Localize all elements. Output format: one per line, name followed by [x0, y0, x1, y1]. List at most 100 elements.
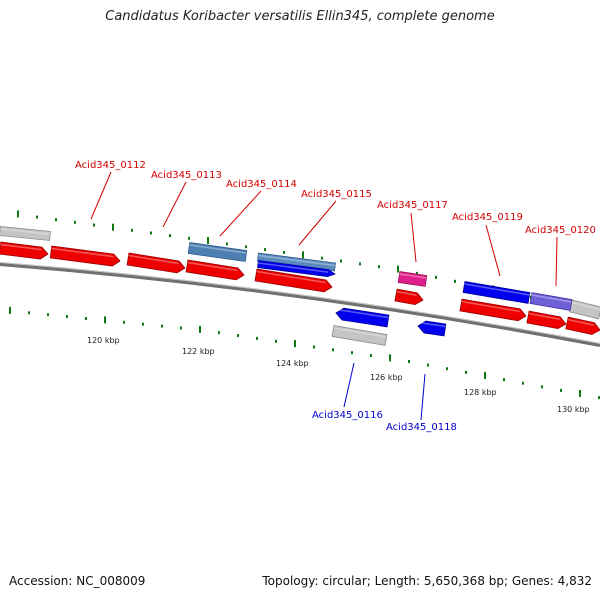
purple-feature[interactable]: [529, 292, 573, 311]
scale-ticks-lower: [9, 306, 600, 400]
gene-label-acid345-0116[interactable]: Acid345_0116: [312, 410, 383, 421]
minor-tick: [321, 256, 323, 260]
gene-label-acid345-0119[interactable]: Acid345_0119: [452, 212, 523, 223]
red-cds-arrow[interactable]: [565, 316, 600, 335]
steelblue-feature[interactable]: [257, 252, 336, 272]
minor-tick: [313, 345, 315, 349]
red-cds-arrow[interactable]: [526, 310, 567, 330]
feature-highlight: [461, 300, 520, 313]
gene-label-acid345-0118[interactable]: Acid345_0118: [386, 422, 457, 433]
feature-highlight: [528, 312, 560, 321]
minor-tick: [435, 275, 437, 279]
red-cds-arrow[interactable]: [49, 245, 121, 267]
label-leader-lines: [90, 171, 558, 421]
gene-label-acid345-0117[interactable]: Acid345_0117: [377, 200, 448, 211]
steelblue-feature[interactable]: [187, 242, 248, 262]
major-tick: [112, 223, 114, 231]
feature-highlight: [336, 308, 389, 319]
major-tick: [199, 325, 201, 333]
minor-tick: [93, 223, 95, 227]
blue-feature[interactable]: [462, 281, 531, 304]
gene-label-acid345-0112[interactable]: Acid345_0112: [75, 160, 146, 171]
genome-backbone: [0, 262, 600, 347]
grey-feature[interactable]: [0, 226, 51, 241]
leader-acid345-0119: [485, 224, 501, 277]
minor-tick: [351, 351, 353, 355]
minor-tick: [28, 311, 30, 315]
leader-acid345-0120: [555, 236, 558, 287]
feature-highlight: [333, 327, 387, 338]
red-cds-arrow[interactable]: [394, 288, 424, 306]
genome-stats-text: Topology: circular; Length: 5,650,368 bp…: [262, 574, 592, 588]
blue-cds-arrow-reverse[interactable]: [417, 320, 447, 337]
feature-highlight: [0, 243, 42, 251]
major-tick: [389, 354, 391, 362]
major-tick: [397, 265, 399, 273]
gene-labels: Acid345_0112 Acid345_0113 Acid345_0114 A…: [75, 160, 596, 433]
minor-tick: [522, 381, 524, 385]
feature-highlight: [567, 318, 595, 326]
minor-tick: [454, 279, 456, 283]
minor-tick: [378, 265, 380, 269]
leader-acid345-0117: [410, 212, 417, 263]
minor-tick: [142, 322, 144, 326]
minor-tick: [370, 354, 372, 357]
kbp-label-122: 122 kbp: [182, 347, 215, 356]
blue-cds-arrow-reverse[interactable]: [335, 307, 390, 328]
red-cds-arrow[interactable]: [126, 252, 186, 274]
minor-tick: [237, 334, 239, 338]
major-tick: [484, 371, 486, 379]
minor-tick: [598, 396, 600, 400]
blue-feature[interactable]: [257, 260, 336, 277]
feature-highlight: [0, 228, 51, 235]
minor-tick: [256, 336, 258, 340]
leader-acid345-0113: [162, 181, 187, 228]
minor-tick: [218, 331, 220, 335]
map-title: Candidatus Koribacter versatilis Ellin34…: [105, 9, 495, 24]
gene-label-acid345-0115[interactable]: Acid345_0115: [301, 189, 372, 200]
red-cds-arrow[interactable]: [0, 241, 49, 260]
major-tick: [302, 251, 304, 259]
genome-backbone-highlight: [0, 262, 600, 344]
red-cds-arrow[interactable]: [459, 298, 527, 322]
gene-label-acid345-0120[interactable]: Acid345_0120: [525, 225, 596, 236]
leader-acid345-0118: [420, 373, 426, 421]
red-cds-arrow[interactable]: [185, 259, 245, 281]
minor-tick: [340, 259, 342, 263]
major-tick: [17, 210, 19, 218]
feature-track: [0, 226, 600, 346]
red-cds-arrow[interactable]: [254, 268, 333, 293]
leader-acid345-0112: [90, 171, 112, 220]
major-tick: [104, 316, 106, 324]
minor-tick: [503, 378, 505, 382]
feature-highlight: [189, 244, 247, 254]
minor-tick: [465, 370, 467, 374]
feature-highlight: [187, 261, 238, 272]
feature-highlight: [464, 283, 530, 296]
minor-tick: [74, 220, 76, 224]
minor-tick: [408, 360, 410, 364]
gene-label-acid345-0113[interactable]: Acid345_0113: [151, 170, 222, 181]
leader-acid345-0114: [219, 190, 262, 237]
accession-text: Accession: NC_008009: [9, 574, 146, 588]
kbp-label-124: 124 kbp: [276, 359, 309, 368]
minor-tick: [359, 262, 361, 266]
minor-tick: [283, 250, 285, 254]
grey-feature-reverse[interactable]: [331, 325, 388, 346]
magenta-feature[interactable]: [397, 271, 428, 287]
minor-tick: [226, 242, 228, 246]
kbp-label-120: 120 kbp: [87, 336, 120, 345]
feature-highlight: [571, 301, 600, 311]
feature-highlight: [531, 294, 572, 303]
gene-label-acid345-0114[interactable]: Acid345_0114: [226, 179, 297, 190]
feature-highlight: [258, 262, 329, 273]
minor-tick: [264, 248, 266, 252]
kbp-label-126: 126 kbp: [370, 373, 403, 382]
minor-tick: [36, 215, 38, 219]
minor-tick: [188, 236, 190, 240]
backbone-group: [0, 262, 600, 347]
minor-tick: [66, 315, 68, 319]
minor-tick: [180, 326, 182, 330]
minor-tick: [131, 228, 133, 232]
